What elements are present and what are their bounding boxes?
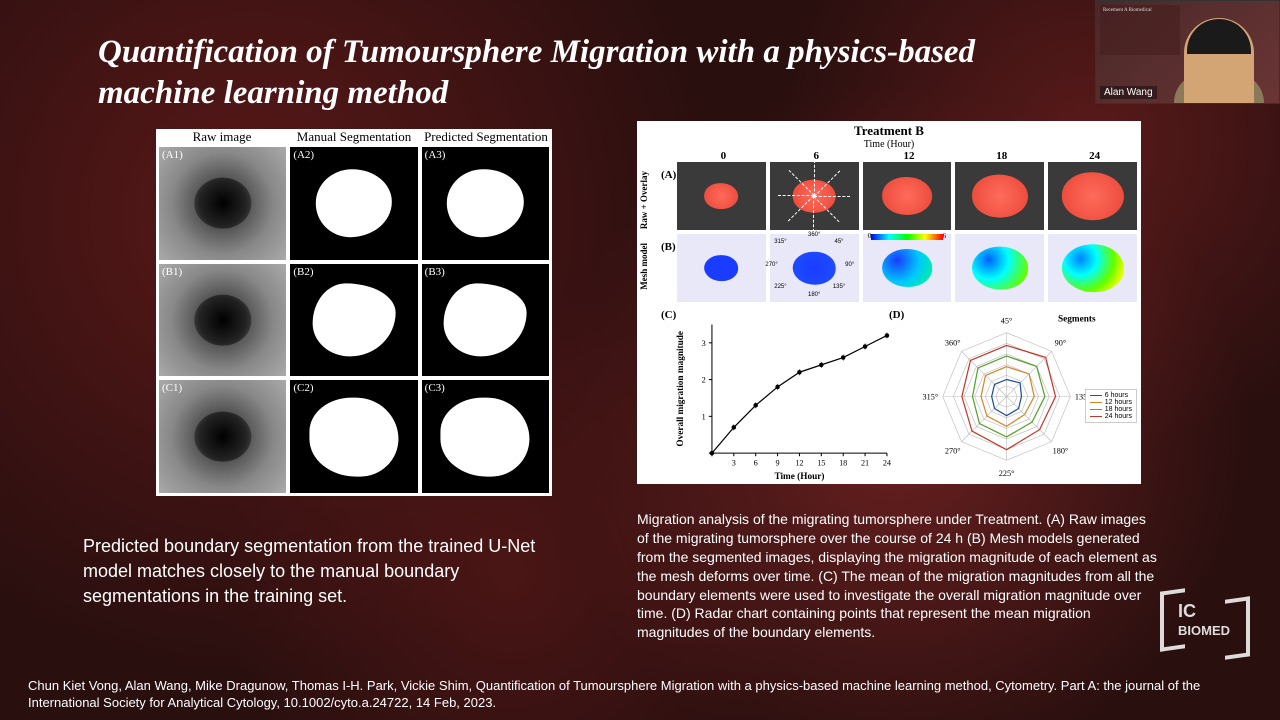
svg-text:270°: 270° (945, 446, 961, 455)
slide-title: Quantification of Tumoursphere Migration… (98, 32, 998, 115)
line-chart-migration: 3691215182124123Time (Hour)Overall migra… (665, 309, 903, 484)
svg-text:6: 6 (754, 458, 758, 467)
svg-text:3: 3 (732, 458, 736, 467)
figure-segmentation: Raw image Manual Segmentation Predicted … (156, 129, 552, 496)
svg-text:3: 3 (702, 339, 706, 348)
right-caption: Migration analysis of the migrating tumo… (637, 510, 1157, 642)
citation: Chun Kiet Vong, Alan Wang, Mike Dragunow… (28, 678, 1248, 712)
svg-text:18: 18 (839, 458, 847, 467)
svg-text:2: 2 (702, 376, 706, 385)
radar-chart-segments: 45°90°135°180°225°270°315°360°Segments 6… (903, 309, 1141, 484)
webcam-name-label: Alan Wang (1100, 86, 1157, 99)
svg-text:Time (Hour): Time (Hour) (774, 472, 824, 482)
svg-text:21: 21 (861, 458, 869, 467)
svg-text:9: 9 (776, 458, 780, 467)
figure-segmentation-headers: Raw image Manual Segmentation Predicted … (156, 129, 552, 147)
webcam-miniature-slide: Recement A Biomedical (1100, 5, 1180, 55)
svg-text:Segments: Segments (1058, 314, 1096, 324)
watermark-icbiomed: IC BIOMED (1160, 590, 1250, 660)
svg-text:Overall migration magnitude: Overall migration magnitude (676, 331, 686, 447)
svg-text:360°: 360° (945, 339, 961, 348)
svg-text:1: 1 (702, 412, 706, 421)
svg-text:45°: 45° (1001, 316, 1013, 325)
svg-text:315°: 315° (923, 393, 939, 402)
svg-text:180°: 180° (1053, 446, 1069, 455)
svg-text:12: 12 (795, 458, 803, 467)
svg-text:24: 24 (883, 458, 891, 467)
svg-text:90°: 90° (1055, 339, 1067, 348)
left-caption: Predicted boundary segmentation from the… (83, 534, 573, 610)
svg-text:15: 15 (817, 458, 825, 467)
webcam-overlay: Recement A Biomedical Alan Wang (1095, 0, 1280, 104)
figure-migration-analysis: Treatment B Time (Hour) 0 6 12 18 24 (A)… (637, 121, 1141, 484)
svg-text:225°: 225° (999, 469, 1015, 478)
